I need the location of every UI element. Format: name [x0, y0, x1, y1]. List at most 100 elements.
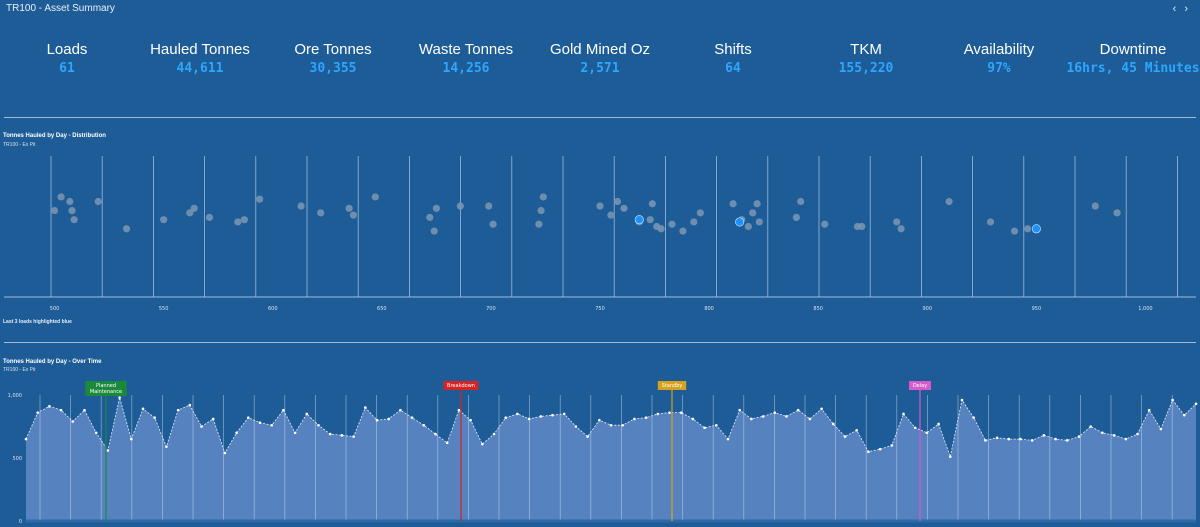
kpi-value: 14,256 — [442, 61, 490, 76]
chevron-right-icon[interactable]: › — [1184, 2, 1188, 15]
x-tick-label: 550 — [159, 306, 169, 312]
event-label: Breakdown — [447, 383, 475, 389]
data-point — [744, 222, 752, 231]
data-point — [1030, 439, 1034, 442]
kpi-loads: Loads 61 — [0, 40, 142, 78]
data-point — [986, 218, 995, 226]
data-point — [1113, 209, 1121, 217]
data-point — [410, 416, 414, 419]
data-point — [690, 218, 698, 226]
data-point — [1024, 225, 1032, 233]
data-point — [796, 408, 800, 412]
data-point — [1042, 434, 1046, 437]
data-point — [375, 418, 379, 422]
data-point — [808, 417, 812, 421]
data-point — [371, 193, 379, 201]
data-point — [715, 423, 718, 427]
data-point — [646, 216, 654, 224]
data-point — [160, 216, 168, 224]
data-point — [753, 200, 761, 208]
data-point — [755, 218, 763, 226]
data-point — [48, 405, 51, 408]
data-point — [293, 431, 297, 435]
highlight-note: Last 3 loads highlighted blue — [3, 319, 72, 325]
data-point — [995, 436, 999, 440]
x-tick-label: 650 — [377, 306, 387, 312]
data-point — [68, 206, 76, 215]
kpi-value: 2,571 — [580, 61, 620, 76]
kpi-label: Loads — [46, 41, 88, 58]
data-point — [70, 216, 78, 224]
data-point — [648, 200, 656, 208]
y-tick-label: 1,000 — [8, 393, 22, 399]
data-point — [613, 197, 622, 206]
data-point — [761, 415, 765, 418]
data-point — [1194, 402, 1198, 406]
highlighted-point — [735, 217, 745, 227]
data-point — [481, 442, 484, 446]
kpi-value: 44,611 — [176, 61, 224, 76]
data-point — [1010, 227, 1019, 235]
data-point — [1066, 439, 1069, 442]
event-flag — [657, 381, 687, 390]
data-point — [1124, 437, 1128, 441]
event-label: Delay — [913, 383, 927, 389]
data-point — [66, 197, 74, 206]
data-point — [586, 435, 589, 438]
data-point — [364, 406, 367, 409]
data-point — [349, 211, 358, 219]
data-point — [696, 209, 704, 217]
data-point — [176, 408, 180, 412]
data-point — [668, 220, 676, 228]
kpi-label: Availability — [963, 41, 1035, 58]
x-tick-label: 950 — [1032, 306, 1042, 312]
data-point — [1159, 427, 1163, 431]
data-point — [668, 411, 671, 414]
data-point — [562, 412, 566, 416]
data-point — [270, 423, 274, 427]
event-label: Planned — [96, 383, 116, 389]
data-point — [328, 432, 332, 436]
y-tick-label: 500 — [12, 456, 22, 462]
data-point — [937, 422, 940, 426]
data-point — [832, 422, 835, 426]
data-point — [527, 417, 531, 421]
data-point — [902, 412, 905, 416]
data-point — [399, 408, 402, 412]
kpi-label: Waste Tonnes — [418, 41, 514, 58]
x-tick-label: 1,000 — [1138, 306, 1152, 312]
data-point — [820, 407, 823, 411]
data-point — [749, 209, 757, 217]
data-point — [691, 417, 695, 421]
data-point — [1007, 437, 1011, 441]
data-point — [24, 437, 28, 441]
data-point — [1091, 202, 1099, 210]
data-point — [106, 449, 110, 452]
data-point — [426, 213, 434, 222]
data-point — [539, 193, 547, 201]
data-point — [858, 222, 866, 231]
highlighted-point — [1031, 224, 1041, 234]
data-point — [574, 425, 578, 428]
chevron-left-icon[interactable]: ‹ — [1172, 2, 1177, 15]
data-point — [445, 441, 449, 445]
data-point — [432, 204, 440, 212]
y-tick-label: 0 — [19, 519, 22, 525]
data-point — [621, 423, 624, 427]
data-point — [489, 220, 497, 228]
data-point — [551, 413, 554, 417]
kpi-label: Shifts — [714, 41, 752, 58]
data-point — [59, 408, 63, 412]
data-point — [340, 434, 344, 437]
data-point — [122, 225, 131, 233]
data-point — [620, 204, 628, 212]
data-point — [282, 408, 285, 412]
distribution-chart: 500 550 600 650 700 750 800 850 900 950 1,000 — [4, 156, 1196, 312]
area-fill — [26, 397, 1196, 521]
kpi-value: 97% — [987, 61, 1011, 76]
data-point — [352, 435, 355, 438]
kpi-downtime: Downtime 16hrs, 45 Minutes — [1058, 40, 1200, 78]
x-tick-label: 750 — [595, 306, 605, 312]
kpi-hauled-tonnes: Hauled Tonnes 44,611 — [125, 40, 275, 78]
